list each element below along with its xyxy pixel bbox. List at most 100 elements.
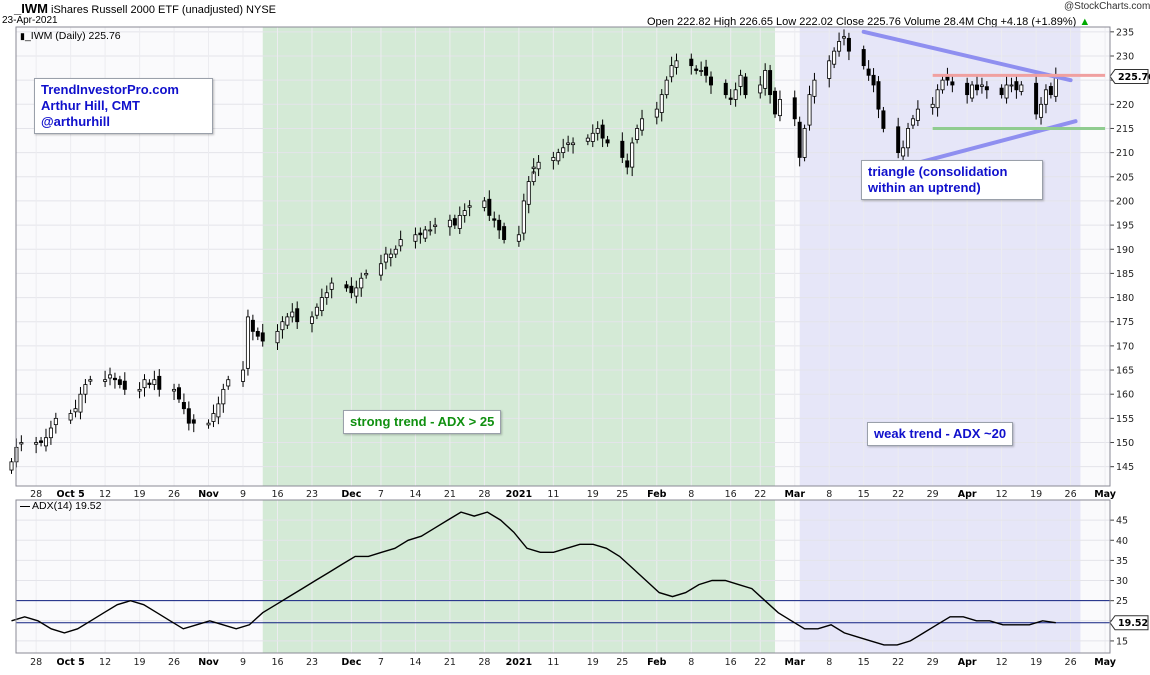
line-swatch-icon (20, 505, 30, 507)
candle-down (250, 319, 255, 332)
candle (497, 214, 502, 239)
candle-up (979, 84, 984, 87)
price-tick-label: 205 (1116, 172, 1134, 183)
strong-trend-label: strong trend - ADX > 25 (343, 410, 502, 434)
candle-up (1039, 103, 1044, 118)
adx-x-tick-label: 22 (754, 657, 766, 668)
candle (152, 370, 157, 391)
candle-down (492, 218, 497, 221)
candle-up (78, 393, 83, 413)
adx-x-tick-label: 8 (688, 657, 694, 668)
candle-up (802, 128, 807, 158)
price-tick-label: 165 (1116, 366, 1134, 377)
candle-up (309, 316, 314, 324)
price-tick-label: 155 (1116, 414, 1134, 425)
candle-up (516, 234, 521, 242)
candle (654, 101, 659, 125)
x-tick-label: Mar (784, 489, 805, 500)
candle (34, 436, 39, 454)
adx-x-tick-label: 16 (725, 657, 737, 668)
candle (965, 77, 970, 104)
candle (482, 197, 487, 212)
price-tick-label: 210 (1116, 148, 1134, 159)
candle-up (940, 79, 945, 91)
candle (738, 69, 743, 96)
candle-up (526, 181, 531, 205)
candle (950, 74, 955, 93)
adx-x-tick-label: 26 (168, 657, 180, 668)
adx-x-tick-label: Oct 5 (57, 657, 85, 668)
candle (186, 401, 191, 431)
upper-trendline (861, 29, 1073, 83)
candle-down (39, 440, 44, 443)
candle-icon: ▮ (20, 31, 25, 41)
x-tick-label: 7 (378, 489, 384, 500)
x-tick-label: Feb (647, 489, 667, 500)
candle-up (53, 417, 58, 426)
candle (1009, 77, 1014, 93)
x-tick-label: 11 (547, 489, 559, 500)
adx-x-tick-label: Dec (341, 657, 361, 668)
candle-up (585, 137, 590, 142)
candle-down (792, 97, 797, 120)
candle-up (142, 379, 147, 389)
candle (837, 32, 842, 57)
candle-up (1043, 89, 1048, 105)
candle-up (467, 205, 472, 208)
x-tick-label: 22 (892, 489, 904, 500)
candle (915, 100, 920, 127)
adx-legend: ADX(14) 19.52 (20, 500, 101, 512)
candle-up (447, 219, 452, 228)
candle (861, 45, 866, 70)
candle-up (290, 311, 295, 318)
candle (487, 190, 492, 221)
ohlc-text: Open 222.82 High 226.65 Low 222.02 Close… (647, 16, 1077, 28)
candle (669, 56, 674, 83)
candle-down (295, 308, 300, 323)
candle-up (763, 70, 768, 89)
adx-x-tick-label: 19 (134, 657, 146, 668)
candle-up (103, 379, 108, 382)
candle-down (147, 382, 152, 385)
candle-up (462, 210, 467, 216)
candle (226, 375, 231, 390)
candle (674, 53, 679, 75)
adx-x-tick-label: 28 (478, 657, 490, 668)
x-tick-label: 12 (99, 489, 111, 500)
candle (88, 375, 93, 386)
candle (866, 60, 871, 81)
candle (910, 114, 915, 129)
candle-down (704, 66, 709, 76)
candle (280, 316, 285, 339)
price-tick-label: 195 (1116, 221, 1134, 232)
candle (516, 225, 521, 247)
candle-up (664, 79, 669, 96)
adx-x-tick-label: 8 (826, 657, 832, 668)
candle-down (605, 139, 610, 144)
candle (590, 124, 595, 148)
candle (743, 73, 748, 99)
candle (585, 134, 590, 146)
candle-down (999, 87, 1004, 96)
candle (561, 138, 566, 159)
candle-down (896, 126, 901, 154)
candle (147, 379, 152, 389)
author-box: TrendInvestorPro.com Arthur Hill, CMT @a… (34, 78, 213, 134)
candle-up (457, 215, 462, 229)
ohlc-readout: Open 222.82 High 226.65 Low 222.02 Close… (647, 16, 1090, 28)
candle-down (689, 58, 694, 67)
candle-down (728, 97, 733, 100)
candle-up (314, 306, 319, 316)
price-legend: ▮_IWM (Daily) 225.76 (20, 30, 121, 42)
candle-down (708, 76, 713, 86)
candle (216, 396, 221, 425)
candle (260, 323, 265, 347)
candle-down (502, 226, 507, 240)
adx-tick-label: 25 (1116, 596, 1128, 607)
candle (708, 71, 713, 94)
candle-down (861, 49, 866, 67)
candle (777, 90, 782, 122)
candle (157, 369, 162, 397)
candle-down (344, 284, 349, 289)
